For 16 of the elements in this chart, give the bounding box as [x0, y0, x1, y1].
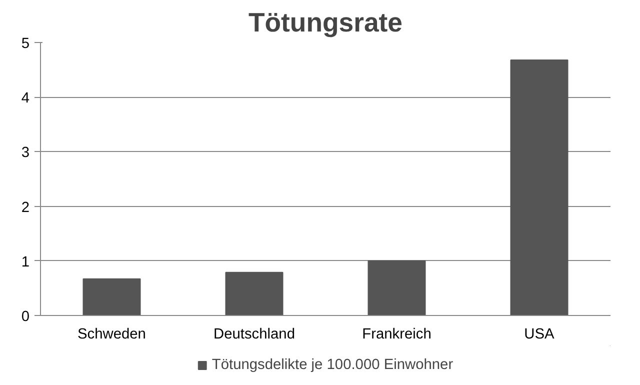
bar [82, 278, 141, 316]
y-tick-label: 0 [21, 309, 30, 325]
x-tick-label: Frankreich [362, 326, 432, 342]
x-tick-label: Schweden [78, 326, 146, 342]
x-tick-label: Deutschland [214, 326, 295, 342]
legend-label: Tötungsdelikte je 100.000 Einwohner [212, 357, 454, 373]
y-tick-label: 5 [21, 36, 30, 52]
y-tick-label: 1 [21, 254, 30, 270]
bar [368, 260, 426, 316]
chart-title: Tötungsrate [248, 8, 403, 38]
x-tick-label: USA [524, 326, 555, 342]
y-tick-label: 3 [21, 145, 30, 162]
y-tick-label: 2 [21, 200, 30, 216]
y-tick-label: 4 [21, 90, 30, 107]
bar [225, 272, 284, 316]
bar [510, 59, 568, 316]
